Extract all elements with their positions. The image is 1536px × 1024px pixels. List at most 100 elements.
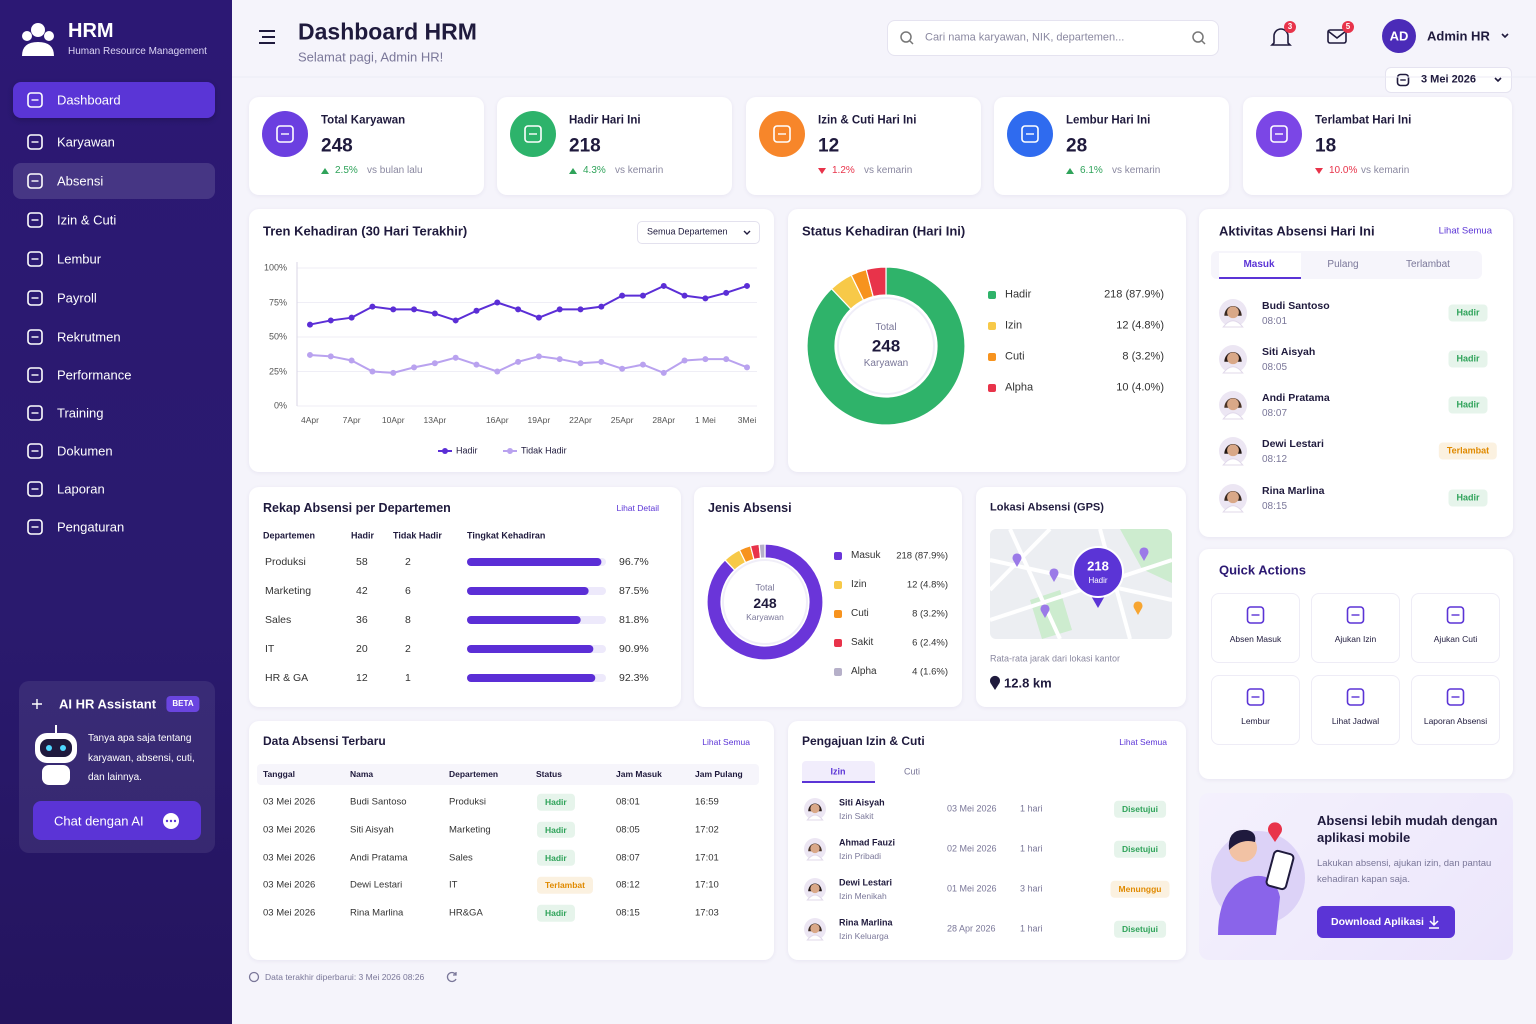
leave-card <box>788 721 1186 960</box>
legend-swatch <box>834 610 842 618</box>
avatar-body <box>806 894 824 901</box>
menu-item[interactable]: Karyawan <box>57 134 115 150</box>
legend-swatch <box>988 353 996 361</box>
logo-part <box>44 31 54 41</box>
leave-duration: 3 hari <box>1020 883 1043 894</box>
chat-icon-dot <box>169 819 173 823</box>
user-name[interactable]: Admin HR <box>1427 28 1490 44</box>
point <box>577 360 584 367</box>
bell-icon <box>1270 28 1292 46</box>
quick-action[interactable] <box>1311 675 1400 745</box>
table-cell: Rina Marlina <box>350 907 404 919</box>
gps-distance: 12.8 km <box>1004 675 1052 691</box>
menu-item[interactable]: Laporan <box>57 481 105 497</box>
absent-count: 2 <box>405 555 411 568</box>
legend-label: Cuti <box>851 608 869 619</box>
point <box>660 282 667 289</box>
logo-part <box>22 42 54 56</box>
bar-value-label: 81.8% <box>619 613 649 626</box>
x-tick-label: 28Apr <box>652 414 676 425</box>
legend-swatch <box>834 668 842 676</box>
legend-dot <box>507 448 513 454</box>
table-cell: Andi Pratama <box>350 851 408 863</box>
quick-actions-title: Quick Actions <box>1219 562 1306 578</box>
employee-name: Dewi Lestari <box>1262 437 1324 450</box>
card-link[interactable]: Lihat Detail <box>616 502 659 513</box>
point <box>494 368 501 375</box>
quick-action[interactable] <box>1311 593 1400 663</box>
menu-icon <box>27 251 43 267</box>
stat-value: 248 <box>321 135 353 157</box>
bar-value-label: 87.5% <box>619 584 649 597</box>
point <box>639 292 646 299</box>
menu-item[interactable]: Performance <box>57 367 132 383</box>
trend-arrow <box>569 168 577 174</box>
quick-action[interactable] <box>1211 675 1300 745</box>
leave-date: 03 Mei 2026 <box>947 803 997 814</box>
stat-value: 18 <box>1315 135 1337 157</box>
department: IT <box>265 642 275 655</box>
quick-action-label: Lembur <box>1241 715 1270 726</box>
bar <box>467 645 594 653</box>
menu-item[interactable]: Payroll <box>57 290 97 306</box>
menu-item[interactable]: Absensi <box>57 173 104 189</box>
x-tick-label: 1 Mei <box>694 414 716 425</box>
tab[interactable]: Cuti <box>903 766 921 777</box>
avatar-body <box>1222 505 1244 513</box>
check-time: 08:15 <box>1262 501 1288 512</box>
stat-compare: vs kemarin <box>1361 165 1410 176</box>
stat-value: 218 <box>569 135 601 157</box>
x-tick-label: 3Mei <box>737 414 757 425</box>
stat-compare: vs kemarin <box>864 165 913 176</box>
tab[interactable]: Masuk <box>1243 259 1275 270</box>
card-link[interactable]: Lihat Semua <box>702 736 750 747</box>
tab[interactable]: Izin <box>830 766 846 777</box>
status-badge: Hadir <box>1448 489 1488 507</box>
point <box>681 357 688 364</box>
table-cell: 03 Mei 2026 <box>263 824 316 836</box>
menu-item[interactable]: Training <box>57 405 104 421</box>
menu-item[interactable]: Lembur <box>57 251 102 267</box>
menu-item[interactable]: Pengaturan <box>57 519 125 535</box>
column-header: Status <box>536 768 562 779</box>
point <box>681 292 688 299</box>
employee-name: Andi Pratama <box>1262 391 1330 404</box>
date-picker[interactable] <box>1385 67 1512 93</box>
filter-dropdown[interactable] <box>637 221 760 244</box>
table-title: Data Absensi Terbaru <box>263 734 386 748</box>
avatar-body <box>806 814 824 821</box>
quick-action[interactable] <box>1411 675 1500 745</box>
download-label: Download Aplikasi <box>1331 915 1424 928</box>
x-tick-label: 16Apr <box>485 414 509 425</box>
card-link[interactable]: Lihat Semua <box>1119 736 1167 747</box>
legend-value: 8 (3.2%) <box>912 608 948 620</box>
menu-item[interactable]: Rekrutmen <box>57 329 121 345</box>
legend-value: 10 (4.0%) <box>1116 381 1164 394</box>
bar-value-label: 90.9% <box>619 642 649 655</box>
quick-action[interactable] <box>1211 593 1300 663</box>
menu-item[interactable]: Dashboard <box>57 92 121 108</box>
search-box[interactable] <box>887 20 1219 56</box>
quick-action[interactable] <box>1411 593 1500 663</box>
tab[interactable]: Pulang <box>1327 259 1359 270</box>
leave-date: 28 Apr 2026 <box>947 923 996 934</box>
search-icon <box>909 40 914 45</box>
table-cell: Dewi Lestari <box>350 879 403 891</box>
stat-label: Total Karyawan <box>321 114 406 127</box>
trend-arrow <box>1066 168 1074 174</box>
tab[interactable]: Terlambat <box>1406 259 1450 270</box>
search-icon <box>1201 40 1206 45</box>
leave-date: 01 Mei 2026 <box>947 883 997 894</box>
point <box>369 368 376 375</box>
menu-item[interactable]: Dokumen <box>57 443 113 459</box>
point <box>411 364 418 371</box>
department: HR & GA <box>265 671 309 684</box>
legend-swatch <box>988 322 996 330</box>
page-title: Dashboard HRM <box>298 18 477 45</box>
stat-value: 28 <box>1066 135 1088 157</box>
point <box>702 356 709 363</box>
assistant-title: AI HR Assistant <box>59 696 157 712</box>
menu-item[interactable]: Izin & Cuti <box>57 212 117 228</box>
card-link[interactable]: Lihat Semua <box>1438 225 1492 237</box>
